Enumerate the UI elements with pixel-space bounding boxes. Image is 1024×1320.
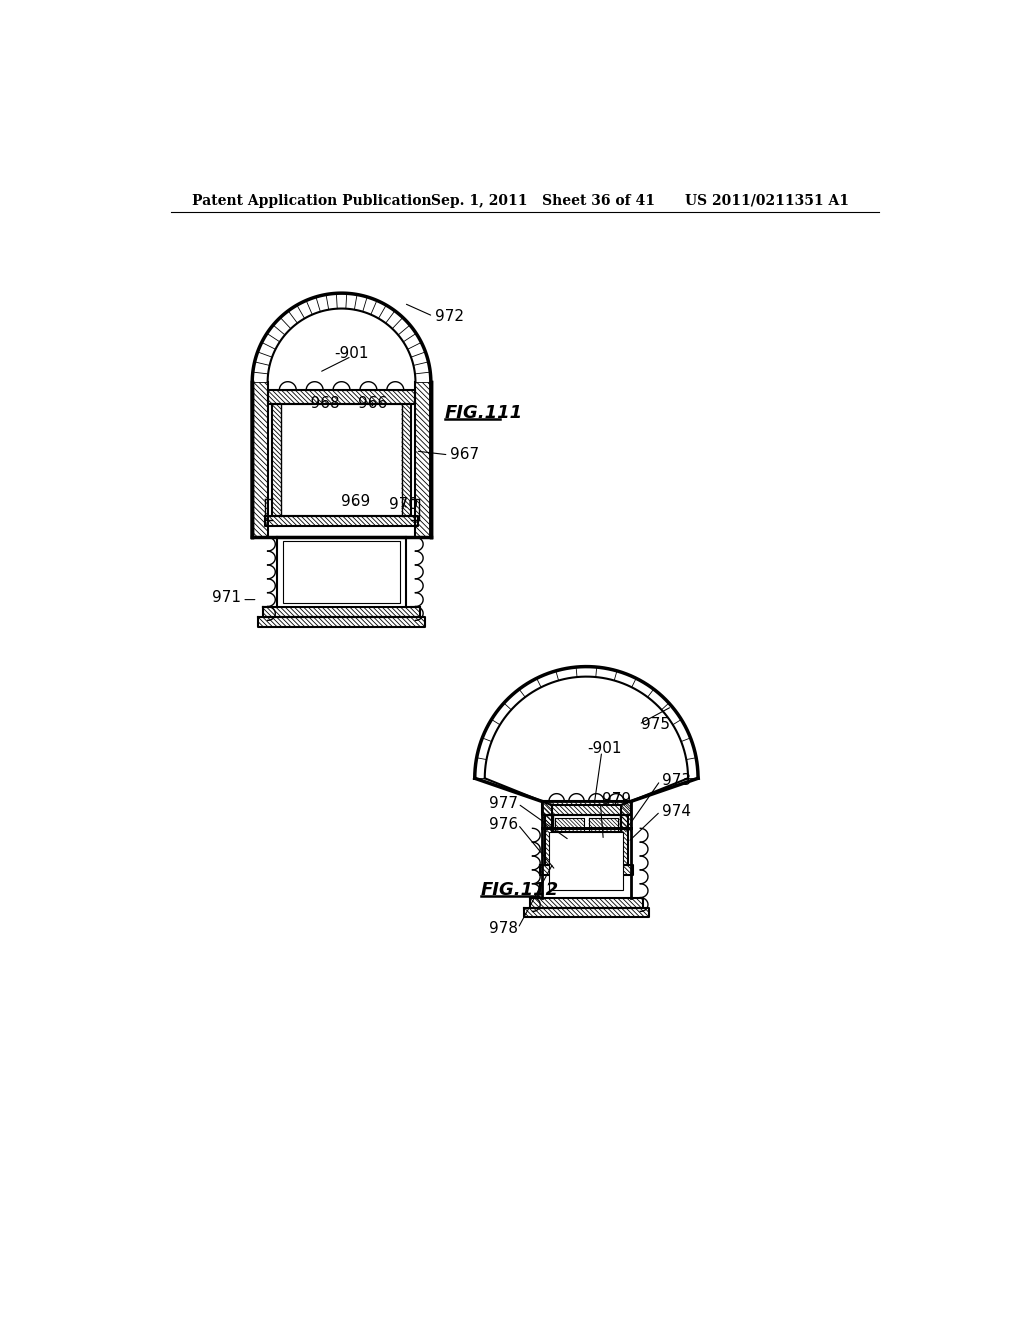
Text: 972: 972: [435, 309, 464, 323]
Text: 974: 974: [662, 804, 691, 818]
Text: Patent Application Publication: Patent Application Publication: [193, 194, 432, 207]
Text: -901: -901: [587, 741, 622, 756]
Text: US 2011/0211351 A1: US 2011/0211351 A1: [685, 194, 849, 207]
Text: 976: 976: [488, 817, 518, 832]
Text: -901: -901: [335, 346, 369, 360]
Text: 977: 977: [488, 796, 517, 812]
Text: 971: 971: [212, 590, 241, 605]
Text: FIG.112: FIG.112: [481, 880, 559, 899]
Text: 970: 970: [388, 496, 418, 512]
Text: FIG.111: FIG.111: [444, 404, 523, 421]
Text: -968: -968: [305, 396, 340, 411]
Text: 966: 966: [357, 396, 387, 411]
Text: 967: 967: [451, 447, 479, 462]
Text: 973: 973: [662, 774, 691, 788]
Text: 978: 978: [488, 921, 517, 936]
Text: 969: 969: [341, 494, 370, 508]
Bar: [550, 832, 624, 890]
Bar: [283, 541, 400, 603]
Text: 975: 975: [641, 717, 670, 731]
Text: 979: 979: [602, 792, 631, 808]
Text: Sep. 1, 2011   Sheet 36 of 41: Sep. 1, 2011 Sheet 36 of 41: [431, 194, 655, 207]
